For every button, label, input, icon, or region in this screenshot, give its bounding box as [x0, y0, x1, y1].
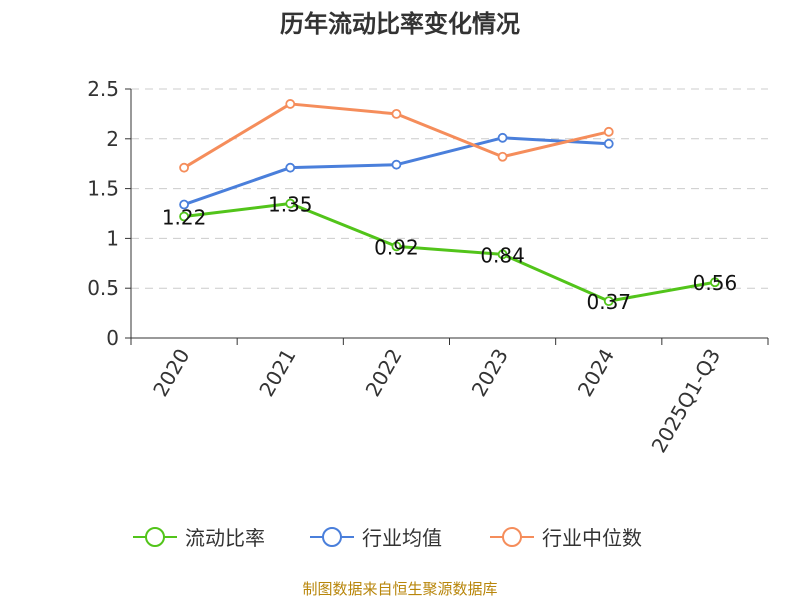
data-point	[603, 126, 614, 137]
data-point	[710, 277, 720, 288]
x-tick-label: 2024	[573, 345, 619, 401]
legend: 流动比率 行业均值 行业中位数	[133, 526, 642, 550]
data-point	[603, 296, 614, 307]
y-tick-label: 0.5	[87, 276, 119, 300]
chart-title: 历年流动比率变化情况	[280, 10, 520, 38]
legend-marker	[502, 527, 522, 547]
data-label: 0.92	[374, 235, 419, 259]
y-tick-label: 1.5	[87, 177, 119, 201]
data-labels: 1.22 1.35 0.92 0.84 0.37 0.56	[162, 193, 737, 315]
x-axis: 2020 2021 2022 2023 2024 2025Q1-Q3	[130, 337, 769, 457]
data-label: 0.37	[586, 290, 631, 314]
data-point	[497, 151, 508, 162]
x-tick-label: 2025Q1-Q3	[647, 345, 726, 457]
data-point	[497, 249, 508, 260]
y-tick-label: 0	[106, 326, 119, 350]
y-tick-label: 2.5	[87, 77, 119, 101]
data-point	[391, 109, 402, 119]
legend-marker	[145, 527, 165, 547]
legend-marker	[322, 527, 342, 547]
y-tick-label: 2	[106, 127, 119, 151]
legend-label: 行业中位数	[542, 526, 642, 550]
data-point	[179, 162, 189, 173]
data-point	[285, 198, 296, 209]
y-axis: 0 0.5 1 1.5 2 2.5	[87, 77, 132, 350]
legend-label: 流动比率	[185, 526, 265, 550]
legend-label: 行业均值	[362, 526, 442, 550]
source-text: 制图数据来自恒生聚源数据库	[302, 580, 497, 598]
series-line-0	[183, 202, 716, 303]
data-point	[179, 211, 189, 222]
data-point	[285, 99, 296, 109]
x-tick-label: 2020	[148, 345, 194, 401]
data-point	[179, 199, 189, 210]
data-point	[391, 241, 402, 252]
data-label: 0.56	[693, 271, 738, 295]
x-tick-label: 2022	[361, 345, 407, 401]
data-point	[285, 162, 296, 173]
data-point	[391, 159, 402, 170]
data-point	[497, 132, 508, 143]
data-label: 0.84	[480, 243, 525, 267]
series-layer	[179, 99, 720, 307]
x-tick-label: 2023	[467, 345, 513, 401]
y-tick-label: 1	[106, 226, 119, 250]
data-label: 1.22	[162, 205, 207, 229]
x-tick-label: 2021	[254, 345, 300, 401]
data-point	[603, 138, 614, 149]
data-label: 1.35	[268, 193, 313, 217]
